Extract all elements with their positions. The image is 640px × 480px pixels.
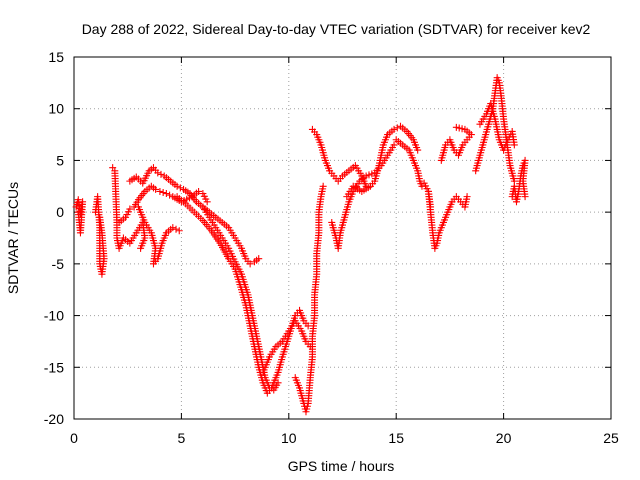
data-point — [176, 184, 184, 192]
data-point — [390, 125, 398, 133]
y-tick-label: 0 — [56, 204, 64, 220]
data-point — [172, 225, 180, 233]
data-point — [319, 182, 327, 190]
data-point — [203, 198, 211, 206]
plot-frame — [73, 56, 612, 420]
y-tick-labels: -20 -15 -10 -5 0 5 10 15 — [44, 49, 64, 427]
x-tick-label: 20 — [496, 430, 512, 446]
y-tick-label: 5 — [56, 152, 64, 168]
data-point — [166, 191, 174, 199]
data-point — [159, 188, 167, 196]
x-tick-label: 10 — [281, 430, 297, 446]
data-points — [72, 74, 529, 416]
x-tick-label: 5 — [178, 430, 186, 446]
data-point — [521, 193, 529, 201]
data-point — [96, 213, 104, 221]
y-tick-label: 15 — [48, 49, 64, 65]
y-tick-label: -10 — [44, 308, 64, 324]
y-tick-label: -15 — [44, 359, 64, 375]
x-tick-label: 15 — [388, 430, 404, 446]
y-tick-label: -20 — [44, 411, 64, 427]
axis-ticks — [73, 56, 612, 420]
y-tick-label: 10 — [48, 101, 64, 117]
y-tick-label: -5 — [52, 256, 65, 272]
data-point — [162, 190, 170, 198]
data-point — [173, 182, 181, 190]
data-point — [175, 227, 183, 235]
data-point — [390, 141, 398, 149]
data-point — [157, 170, 165, 178]
data-point — [156, 187, 164, 195]
data-point — [463, 193, 471, 201]
data-point — [152, 185, 160, 193]
data-point — [154, 169, 162, 177]
data-point — [195, 187, 203, 195]
chart-title: Day 288 of 2022, Sidereal Day-to-day VTE… — [82, 21, 591, 37]
x-tick-labels: 0 5 10 15 20 25 — [70, 430, 619, 446]
data-point — [452, 123, 460, 131]
x-tick-label: 25 — [603, 430, 619, 446]
data-point — [414, 146, 422, 154]
x-axis-title: GPS time / hours — [288, 458, 395, 474]
data-point — [126, 205, 134, 213]
data-point — [510, 141, 518, 149]
data-point — [169, 224, 177, 232]
data-point — [137, 244, 145, 252]
x-tick-label: 0 — [70, 430, 78, 446]
y-axis-title: SDTVAR / TECUs — [5, 182, 21, 294]
data-point — [74, 208, 82, 216]
data-point — [246, 260, 254, 268]
data-point — [255, 255, 263, 263]
